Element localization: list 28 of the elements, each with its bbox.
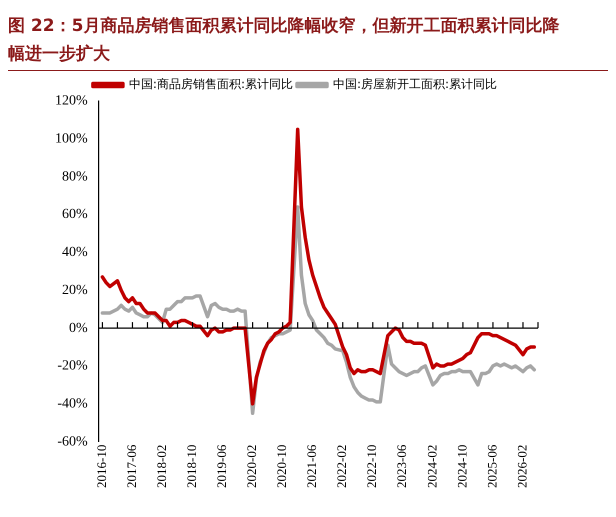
y-tick-label: 0% [68,320,88,336]
chart-title: 图 22：5月商品房销售面积累计同比降幅收窄，但新开工面积累计同比降幅进一步扩大 [8,8,608,71]
y-tick-label: 40% [62,245,88,260]
y-tick-label: 100% [54,132,88,147]
y-tick-label: 20% [62,282,88,298]
x-tick-label: 2018-10 [184,444,199,488]
y-tick-label: -60% [57,434,88,450]
x-tick-label: 2025-06 [484,444,500,488]
x-tick-label: 2016-10 [94,444,109,488]
x-tick-label: 2023-06 [394,444,410,488]
y-tick-label: -40% [57,396,88,412]
x-tick-label: 2024-10 [454,444,470,488]
x-tick-label: 2018-02 [154,444,169,488]
x-tick-label: 2017-06 [124,444,139,488]
y-tick-label: -20% [57,358,88,374]
y-tick-label: 120% [54,94,88,109]
x-tick-label: 2022-10 [364,444,380,488]
x-tick-label: 2021-06 [304,444,320,488]
y-tick-label: 60% [62,207,88,222]
x-tick-label: 2024-02 [424,444,440,488]
legend-label: 中国:商品房销售面积:累计同比 [128,77,294,92]
x-tick-label: 2022-02 [334,444,350,488]
y-tick-label: 80% [62,169,88,184]
x-tick-label: 2020-10 [274,444,290,488]
x-tick-label: 2020-02 [244,444,260,488]
x-tick-label: 2019-06 [214,444,229,488]
x-tick-label: 2026-02 [514,444,530,488]
legend-label: 中国:房屋新开工面积:累计同比 [333,77,498,92]
